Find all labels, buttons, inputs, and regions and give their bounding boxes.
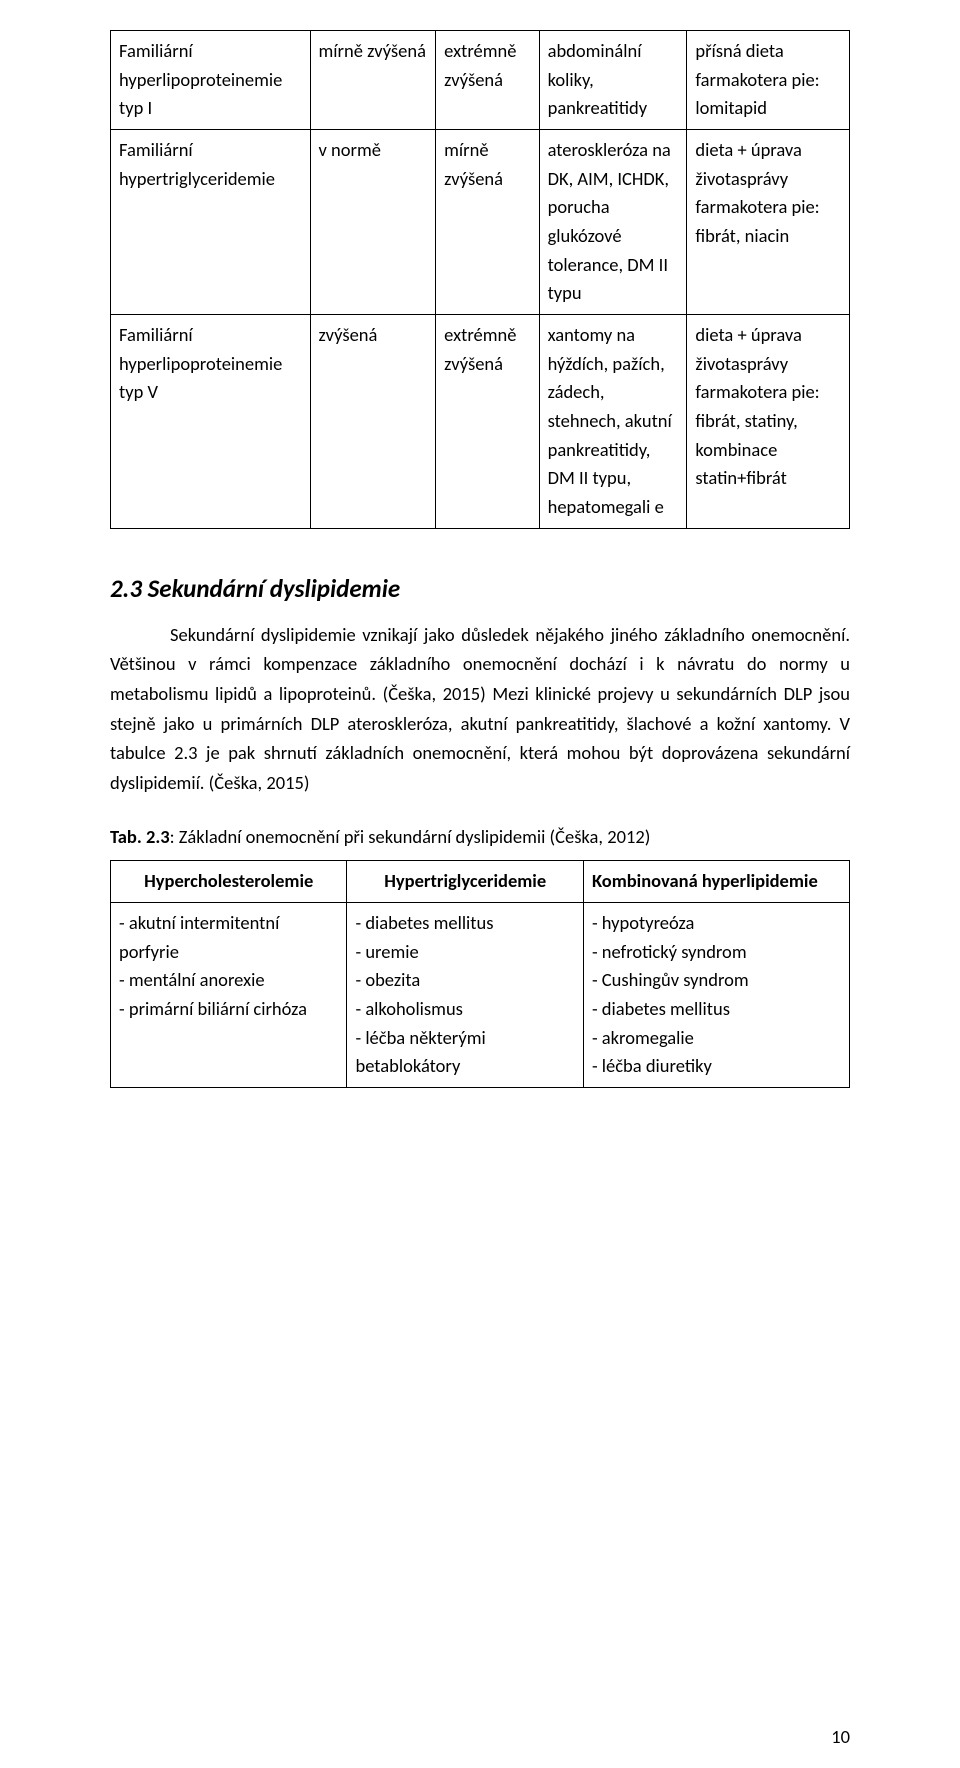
cell-value: přísná dieta farmakotera pie: lomitapid [687,31,850,130]
cell-value: xantomy na hýždích, pažích, zádech, steh… [539,315,687,529]
cell-value: extrémně zvýšená [436,31,539,130]
caption-text: : Základní onemocnění při sekundární dys… [170,825,651,848]
table-secondary-dyslipidemia: Hypercholesterolemie Hypertriglyceridemi… [110,860,850,1088]
cell-value: mírně zvýšená [436,130,539,315]
cell-value: dieta + úprava životasprávy farmakotera … [687,315,850,529]
cell-value: zvýšená [310,315,436,529]
header-cell: Hypertriglyceridemie [347,861,583,903]
page: Familiární hyperlipoproteinemie typ I mí… [0,0,960,1768]
table-row: Familiární hyperlipoproteinemie typ I mí… [111,31,850,130]
body-paragraph: Sekundární dyslipidemie vznikají jako dů… [110,620,850,798]
cell-text: - diabetes mellitus - uremie - obezita -… [355,911,493,1077]
cell-condition: Familiární hypertriglyceridemie [111,130,311,315]
cell-value: ateroskleróza na DK, AIM, ICHDK, porucha… [539,130,687,315]
cell: - akutní intermitentní porfyrie - mentál… [111,902,347,1087]
paragraph-text: Sekundární dyslipidemie vznikají jako dů… [110,623,850,794]
page-number: 10 [831,1725,850,1748]
table-caption: Tab. 2.3: Základní onemocnění při sekund… [110,825,850,848]
cell-text: - hypotyreóza - nefrotický syndrom - Cus… [592,911,749,1077]
cell: - diabetes mellitus - uremie - obezita -… [347,902,583,1087]
caption-label: Tab. 2.3 [110,825,170,848]
header-cell: Kombinovaná hyperlipidemie [583,861,849,903]
table-row: - akutní intermitentní porfyrie - mentál… [111,902,850,1087]
table-row: Familiární hyperlipoproteinemie typ V zv… [111,315,850,529]
table-header-row: Hypercholesterolemie Hypertriglyceridemi… [111,861,850,903]
table-dyslipidemia-types: Familiární hyperlipoproteinemie typ I mí… [110,30,850,529]
cell-value: mírně zvýšená [310,31,436,130]
cell-condition: Familiární hyperlipoproteinemie typ V [111,315,311,529]
section-heading: 2.3 Sekundární dyslipidemie [110,573,850,604]
header-cell: Hypercholesterolemie [111,861,347,903]
table-row: Familiární hypertriglyceridemie v normě … [111,130,850,315]
cell: - hypotyreóza - nefrotický syndrom - Cus… [583,902,849,1087]
cell-value: abdominální koliky, pankreatitidy [539,31,687,130]
cell-value: v normě [310,130,436,315]
cell-condition: Familiární hyperlipoproteinemie typ I [111,31,311,130]
cell-value: dieta + úprava životasprávy farmakotera … [687,130,850,315]
cell-text: - akutní intermitentní porfyrie - mentál… [119,911,307,1020]
cell-value: extrémně zvýšená [436,315,539,529]
